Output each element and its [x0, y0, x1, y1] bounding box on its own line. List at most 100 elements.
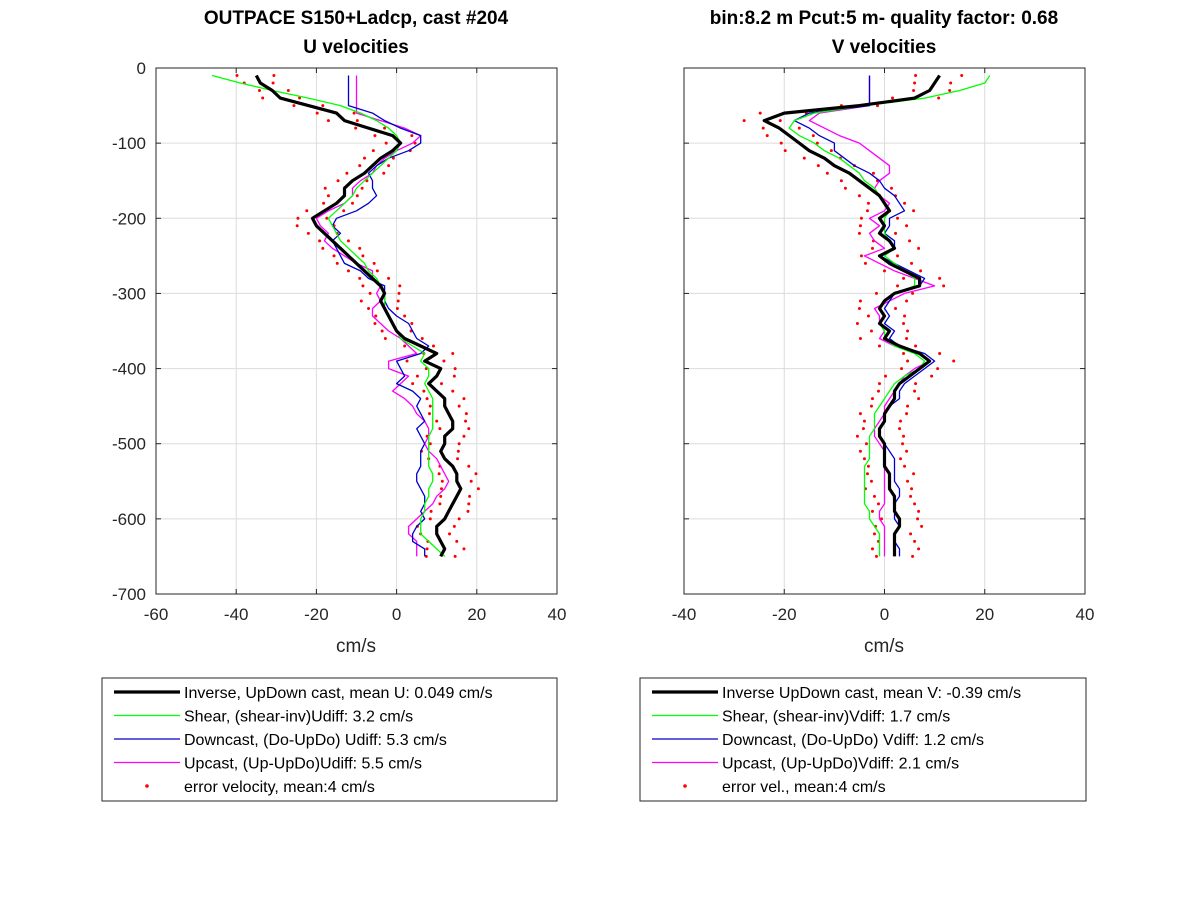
v-error-point: [914, 344, 918, 348]
u-error-point: [468, 494, 472, 498]
u-error-point: [315, 111, 319, 115]
u-error-point: [272, 74, 276, 78]
v-error-point: [909, 494, 913, 498]
v-x-tick-label: 20: [975, 605, 994, 624]
u-error-point: [383, 337, 387, 341]
v-error-point: [912, 89, 916, 93]
v-error-point: [899, 419, 903, 423]
v-error-point: [905, 412, 909, 416]
u-error-point: [453, 367, 457, 371]
u-error-point: [354, 126, 358, 130]
u-axis-ticks: -60 -40 -20 0 20 400-100-200-300-400-500-600-…: [112, 59, 566, 624]
v-legend-item-inverse: Inverse UpDown cast, mean V: -0.39 cm/s: [652, 685, 1021, 702]
v-error-point: [952, 359, 956, 363]
v-error-point: [876, 502, 880, 506]
u-error-point: [336, 179, 340, 183]
u-error-point: [322, 201, 326, 205]
u-error-point: [375, 269, 379, 273]
u-legend-item-shear: Shear, (shear-inv)Udiff: 3.2 cm/s: [114, 709, 413, 726]
v-error-point: [894, 231, 898, 235]
u-error-point: [415, 374, 419, 378]
v-error-point: [919, 269, 923, 273]
u-error-point: [438, 502, 442, 506]
v-error-point: [938, 276, 942, 280]
v-error-point: [872, 532, 876, 536]
v-legend-item-down: Downcast, (Do-UpDo) Vdiff: 1.2 cm/s: [652, 732, 984, 749]
u-error-point: [383, 126, 387, 130]
v-error-point: [857, 231, 861, 235]
v-error-point: [859, 254, 863, 258]
v-error-point: [920, 524, 924, 528]
v-error-point: [783, 149, 787, 153]
v-error-point: [909, 532, 913, 536]
v-error-point: [865, 472, 869, 476]
v-error-point: [911, 554, 915, 558]
u-error-point: [342, 209, 346, 213]
u-error-point: [374, 314, 378, 318]
v-error-point: [829, 149, 833, 153]
u-error-point: [380, 329, 384, 333]
u-error-point: [462, 547, 466, 551]
v-error-point: [906, 404, 910, 408]
u-error-point: [428, 517, 432, 521]
u-error-point: [456, 449, 460, 453]
v-error-point: [802, 156, 806, 160]
v-error-point: [905, 337, 909, 341]
u-chart-title-line2: U velocities: [303, 37, 409, 58]
u-error-point: [359, 299, 363, 303]
u-error-point: [439, 494, 443, 498]
u-error-point: [431, 344, 435, 348]
u-axes-box: [155, 67, 558, 595]
v-error-point: [870, 246, 874, 250]
u-y-tick-label: -600: [112, 510, 146, 529]
u-legend-item-down: Downcast, (Do-UpDo) Udiff: 5.3 cm/s: [114, 732, 447, 749]
u-error-point: [457, 442, 461, 446]
u-error-point: [298, 96, 302, 100]
u-error-point: [425, 547, 429, 551]
u-error-point: [440, 479, 444, 483]
v-error-point: [839, 179, 843, 183]
u-error-point: [286, 89, 290, 93]
v-error-point: [917, 397, 921, 401]
u-error-point: [451, 389, 455, 393]
v-error-point: [870, 397, 874, 401]
u-error-point: [332, 254, 336, 258]
u-error-point: [346, 269, 350, 273]
u-error-point: [476, 487, 480, 491]
u-error-point: [271, 81, 275, 85]
v-error-point: [874, 291, 878, 295]
u-error-point: [398, 284, 402, 288]
v-error-point: [901, 442, 905, 446]
u-error-point: [455, 539, 459, 543]
v-error-point: [859, 216, 863, 220]
u-error-point: [424, 554, 428, 558]
u-error-point: [467, 502, 471, 506]
v-error-point: [857, 306, 861, 310]
u-chart-title-line1: OUTPACE S150+Ladcp, cast #204: [204, 8, 509, 29]
v-error-point: [864, 442, 868, 446]
v-axis-ticks: -40 -20 0 20 40: [672, 67, 1094, 624]
u-error-point: [464, 419, 468, 423]
u-error-point: [352, 111, 356, 115]
u-error-point: [335, 261, 339, 265]
u-legend-label-inverse: Inverse, UpDown cast, mean U: 0.049 cm/s: [184, 685, 493, 702]
u-error-point: [346, 239, 350, 243]
u-error-point: [405, 359, 409, 363]
v-error-point: [866, 314, 870, 318]
v-error-point: [917, 547, 921, 551]
u-error-point: [371, 149, 375, 153]
u-error-point: [427, 412, 431, 416]
v-error-point: [871, 171, 875, 175]
v-error-point: [855, 434, 859, 438]
v-error-point: [877, 382, 881, 386]
u-error-point: [326, 119, 330, 123]
v-error-point: [902, 434, 906, 438]
v-error-point: [870, 547, 874, 551]
v-error-point: [797, 126, 801, 130]
u-error-point: [358, 276, 362, 280]
v-error-point: [906, 329, 910, 333]
v-legend-swatch-error: [683, 784, 687, 788]
u-x-tick-label: 20: [467, 605, 486, 624]
u-legend-label-error: error velocity, mean:4 cm/s: [184, 779, 375, 796]
u-error-point: [457, 404, 461, 408]
